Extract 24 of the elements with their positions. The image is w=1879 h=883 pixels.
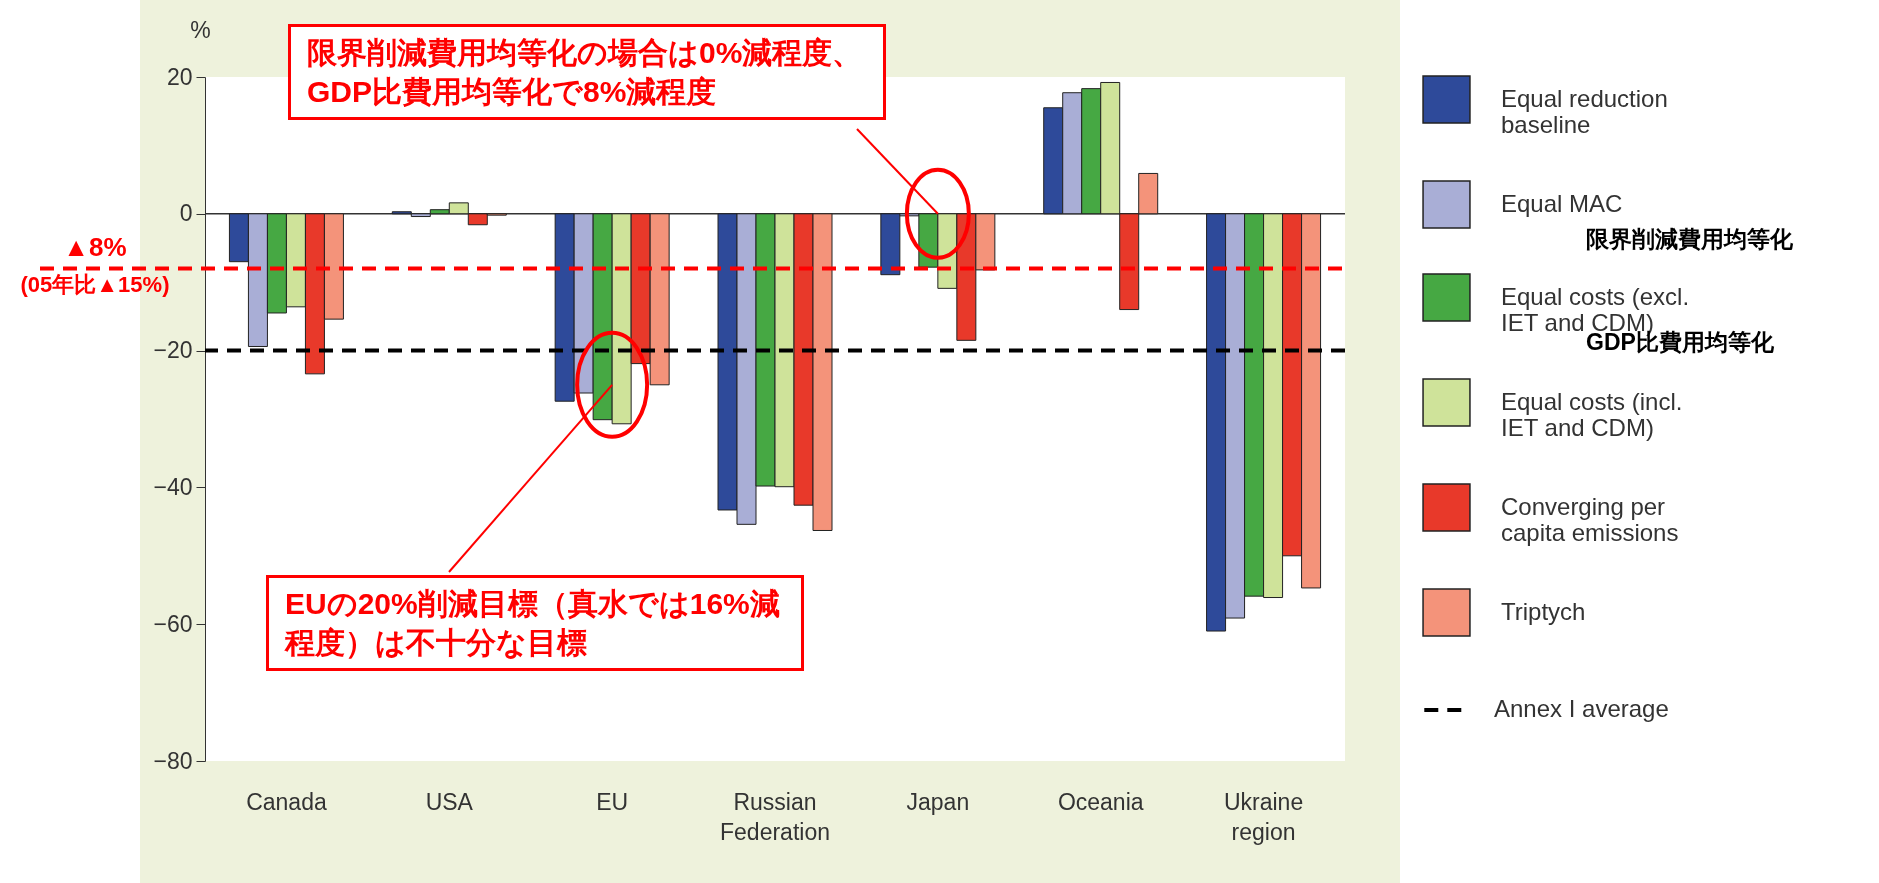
y-tick-label: −60 — [153, 610, 193, 637]
y-tick-label: 0 — [179, 200, 193, 227]
x-tick-label: Ukraine region — [1223, 788, 1304, 845]
legend-label: Equal costs (incl. IET and CDM) — [1501, 387, 1683, 441]
legend-label: Equal reduction baseline — [1501, 84, 1668, 138]
x-tick-label: Japan — [906, 788, 970, 815]
x-tick-label: Oceania — [1057, 788, 1144, 815]
x-tick-label: EU — [596, 788, 629, 815]
x-tick-label: Russian Federation — [720, 788, 830, 845]
x-tick-label: USA — [425, 788, 474, 815]
legend-label: Converging per capita emissions — [1501, 492, 1679, 546]
legend-label: Annex I average — [1494, 695, 1669, 722]
legend-label: Equal MAC — [1501, 189, 1623, 217]
y-tick-label: −40 — [153, 473, 193, 500]
y-axis-title: % — [190, 16, 211, 43]
y-tick-label: −20 — [153, 337, 193, 364]
text: 限界削減費用均等化 — [1586, 225, 1793, 254]
y-tick-label: −80 — [153, 747, 193, 774]
ref-line-label: ▲8% (05年比▲15%) — [20, 231, 170, 297]
y-tick-label: 20 — [166, 63, 193, 90]
annotation: EUの20%削減目標（真水では16%減程度）は不十分な目標 — [266, 575, 804, 671]
x-tick-label: Canada — [246, 788, 327, 815]
annotation: 限界削減費用均等化の場合は0%減程度、GDP比費用均等化で8%減程度 — [288, 24, 886, 120]
legend-label: Triptych — [1501, 597, 1586, 625]
